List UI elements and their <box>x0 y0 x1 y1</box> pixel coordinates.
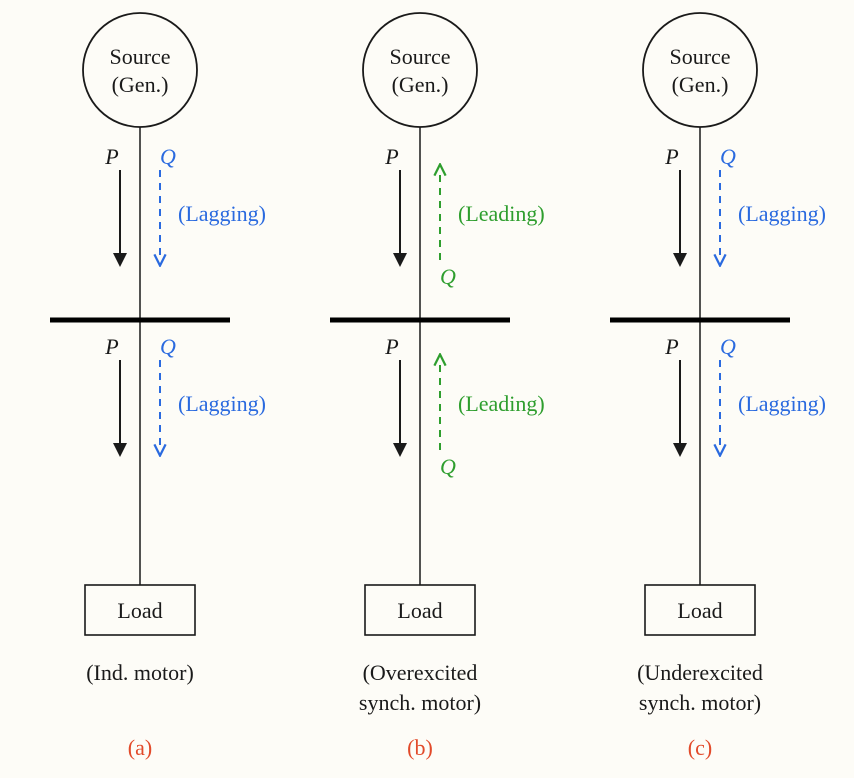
panel-c-caption: (c) <box>688 735 712 760</box>
panel-a-source-line1: Source <box>109 44 170 69</box>
panel-c-source-line2: (Gen.) <box>672 72 729 97</box>
panel-b-lower-p-label: P <box>384 334 398 359</box>
panel-b-source-line2: (Gen.) <box>392 72 449 97</box>
panel-b-lower-q-label: Q <box>440 454 456 479</box>
panel-b-caption: (b) <box>407 735 433 760</box>
panel-b-source-line1: Source <box>389 44 450 69</box>
panel-a-lower-p-label: P <box>104 334 118 359</box>
panel-b-upper-q-label: Q <box>440 264 456 289</box>
panel-c-lower-p-label: P <box>664 334 678 359</box>
panel-c-source-circle <box>643 13 757 127</box>
panel-a-upper-p-label: P <box>104 144 118 169</box>
panel-c-subcaption-1: (Underexcited <box>637 660 763 685</box>
panel-b-lower-q-paren: (Leading) <box>458 391 545 416</box>
panel-a-lower-q-paren: (Lagging) <box>178 391 266 416</box>
panel-a-upper-q-label: Q <box>160 144 176 169</box>
panel-b-upper-q-paren: (Leading) <box>458 201 545 226</box>
panel-b-source-circle <box>363 13 477 127</box>
panel-a-lower-q-label: Q <box>160 334 176 359</box>
panel-a-subcaption-1: (Ind. motor) <box>86 660 194 685</box>
panel-c-source-line1: Source <box>669 44 730 69</box>
panel-a-upper-q-paren: (Lagging) <box>178 201 266 226</box>
panel-b-subcaption-1: (Overexcited <box>363 660 478 685</box>
panel-b-subcaption-2: synch. motor) <box>359 690 481 715</box>
panel-b-load-label: Load <box>397 598 442 623</box>
panel-a-load-label: Load <box>117 598 162 623</box>
panel-c-lower-q-label: Q <box>720 334 736 359</box>
panel-a-source-circle <box>83 13 197 127</box>
panel-c-subcaption-2: synch. motor) <box>639 690 761 715</box>
panel-c-upper-q-paren: (Lagging) <box>738 201 826 226</box>
panel-b-upper-p-label: P <box>384 144 398 169</box>
panel-c-lower-q-paren: (Lagging) <box>738 391 826 416</box>
panel-c-upper-q-label: Q <box>720 144 736 169</box>
panel-a-caption: (a) <box>128 735 152 760</box>
panel-c-load-label: Load <box>677 598 722 623</box>
panel-c-upper-p-label: P <box>664 144 678 169</box>
panel-a-source-line2: (Gen.) <box>112 72 169 97</box>
